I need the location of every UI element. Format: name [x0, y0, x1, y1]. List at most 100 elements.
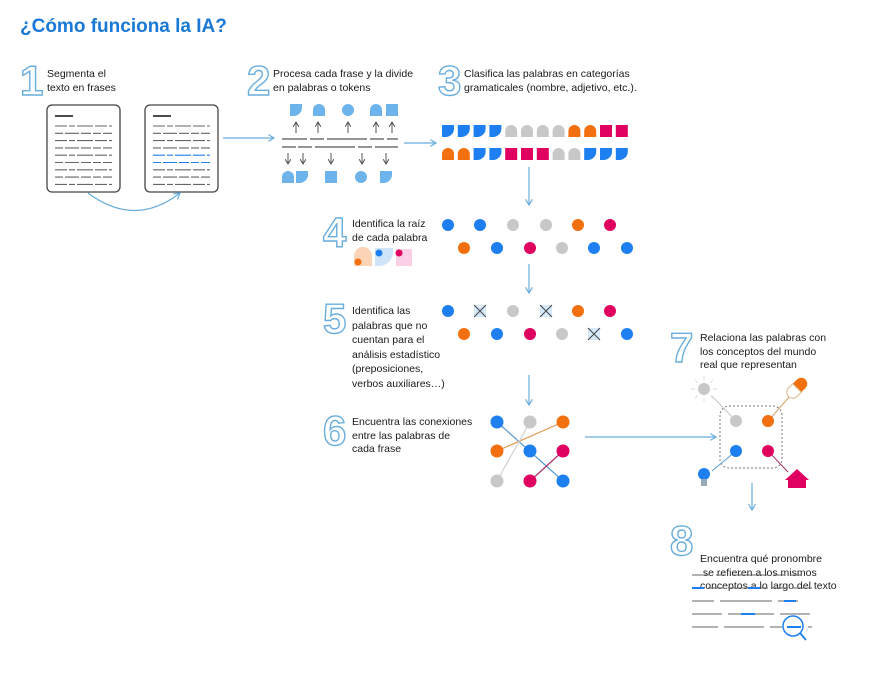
connection-line: [496, 421, 564, 452]
step-2-text: Procesa cada frase y la divide en palabra…: [273, 68, 413, 95]
word-dot: [507, 305, 519, 317]
quarter-shape: [600, 148, 612, 160]
sun-icon: [691, 376, 717, 402]
step-5-line: Identifica las: [352, 305, 411, 317]
cross-icon: [539, 304, 553, 318]
document-frame: [46, 104, 121, 193]
word-dot: [604, 219, 616, 231]
sun-ray: [710, 379, 714, 383]
arch-shape: [568, 148, 581, 160]
square-shape: [615, 125, 628, 137]
concepts-illustration: [691, 376, 809, 488]
magnifier-handle: [799, 632, 807, 641]
step-4-line: Identifica la raíz: [352, 218, 426, 230]
cross-icon: [587, 327, 601, 341]
step-6-line: Encuentra las conexiones: [352, 416, 473, 428]
step-8-line: conceptos a lo largo del texto: [700, 580, 837, 592]
square-shape: [325, 171, 337, 183]
step-3-line: Clasifica las palabras en categorías: [464, 68, 630, 80]
circle-shape: [355, 171, 367, 183]
step-7-text: Relaciona las palabras con los conceptos …: [700, 332, 826, 373]
bulb-base: [701, 479, 707, 486]
arch-shape: [457, 148, 470, 160]
word-node: [730, 445, 742, 457]
word-node: [556, 444, 570, 458]
word-dot: [572, 219, 584, 231]
step-8-text: Encuentra qué pronombre se refieren a lo…: [700, 526, 837, 607]
word-dot: [572, 305, 584, 317]
word-dot: [442, 219, 454, 231]
step-4-line: de cada palabra: [352, 231, 428, 244]
coreference-illustration: [692, 574, 812, 641]
step-5-line: palabras que no: [352, 319, 428, 332]
sun-core: [698, 383, 710, 395]
pill-icon: [786, 377, 808, 399]
quarter-shape: [290, 104, 302, 116]
root-dot: [395, 249, 403, 257]
step-1-text: Segmenta el texto en frases: [47, 68, 116, 95]
step-3-number: 3: [437, 57, 462, 104]
quarter-shape: [473, 125, 486, 137]
square-shape: [521, 148, 533, 160]
magnifier-icon: [782, 615, 807, 641]
step-5-line: análisis estadístico: [352, 348, 441, 361]
word-node: [523, 474, 537, 488]
word-node: [762, 415, 774, 427]
bulb-glass: [698, 468, 710, 480]
step-7-line: real que representan: [700, 359, 797, 371]
pill-half: [786, 383, 802, 399]
square-shape: [386, 104, 398, 116]
sun-ray: [694, 379, 698, 383]
word-dot: [604, 305, 616, 317]
word-dot: [556, 328, 568, 340]
quarter-shape: [296, 171, 308, 183]
quarter-shape: [615, 148, 628, 160]
step-1-line: Segmenta el: [47, 68, 106, 80]
quarter-shape: [584, 148, 597, 160]
document-icon: [144, 104, 219, 193]
quarter-shape: [489, 148, 502, 160]
roots-illustration: [354, 219, 633, 266]
arch-shape: [552, 148, 565, 160]
root-dot: [354, 258, 362, 266]
arch-shape: [568, 125, 581, 137]
step-8-number: 8: [669, 517, 694, 564]
lightbulb-icon: [698, 468, 710, 486]
word-node: [490, 415, 504, 429]
page-title: ¿Cómo funciona la IA?: [20, 16, 227, 37]
circle-shape: [342, 104, 354, 116]
word-dot: [621, 328, 633, 340]
step-7-line: Relaciona las palabras con: [700, 332, 827, 344]
word-dot: [556, 242, 568, 254]
arch-shape: [536, 125, 549, 137]
word-dot: [588, 242, 600, 254]
step-2-line: en palabras o tokens: [273, 81, 371, 94]
word-node: [762, 445, 774, 457]
quarter-shape: [442, 125, 454, 137]
step-2-number: 2: [246, 57, 271, 104]
word-dot: [491, 242, 503, 254]
step-5-text: Identifica las palabras que no cuentan par…: [352, 304, 445, 391]
word-dot: [458, 328, 470, 340]
quarter-shape: [457, 125, 470, 137]
arch-shape: [313, 104, 325, 116]
arch-shape: [505, 125, 518, 137]
connections-illustration: [490, 415, 570, 488]
step-6-number: 6: [322, 407, 347, 454]
step-3-line: gramaticales (nombre, adjetivo, etc.).: [464, 81, 637, 94]
word-node: [490, 474, 504, 488]
word-dot: [621, 242, 633, 254]
stopwords-illustration: [442, 304, 633, 341]
house-icon: [785, 469, 809, 488]
root-dot: [375, 249, 383, 257]
connection-line: [529, 450, 564, 482]
word-dot: [507, 219, 519, 231]
word-node: [490, 444, 504, 458]
word-node: [523, 415, 537, 429]
magnifier-lens: [782, 615, 804, 637]
word-dot: [442, 305, 454, 317]
word-node: [730, 415, 742, 427]
pill-half: [792, 377, 808, 393]
quarter-shape: [473, 148, 486, 160]
